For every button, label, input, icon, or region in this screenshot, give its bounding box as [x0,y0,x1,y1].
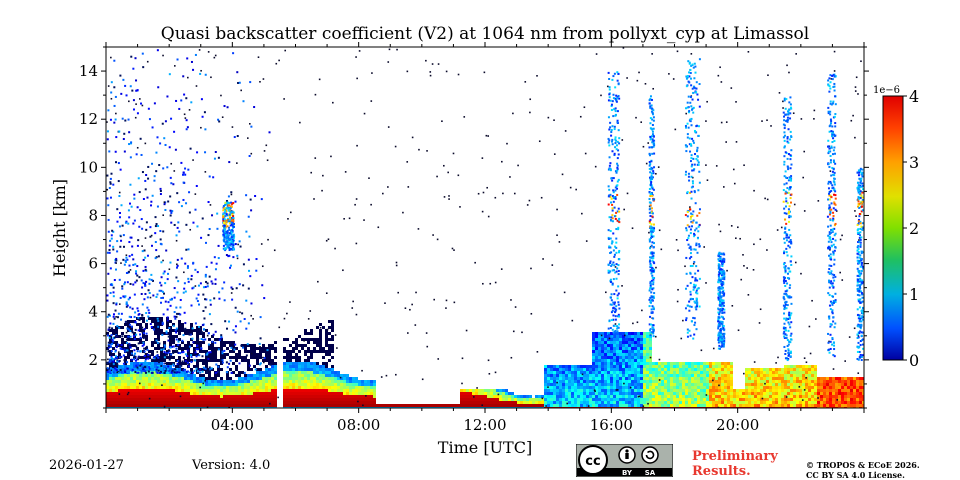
x-axis: 04:00 08:00 12:00 16:00 20:00 [105,42,865,434]
colorbar-gradient [882,95,904,361]
footer-version: Version: 4.0 [192,458,271,473]
y-axis: 2 4 6 8 10 12 14 [79,46,869,409]
chart-title: Quasi backscatter coefficient (V2) at 10… [160,24,810,44]
heatmap-area [106,47,864,408]
share-alike-icon [641,446,659,464]
y-tick-label: 8 [88,206,98,224]
y-tick-label: 6 [88,255,98,273]
x-tick-label: 12:00 [463,416,506,434]
preliminary-results-note: Preliminary Results. [692,449,778,479]
footer-date: 2026-01-27 [49,458,124,473]
y-tick-label: 10 [79,158,98,176]
y-tick-label: 2 [88,351,98,369]
y-axis-label: Height [km] [50,179,69,277]
colorbar-tick-label: 3 [909,153,919,172]
colorbar-tick-label: 2 [909,219,919,238]
copyright-line1: © TROPOS & ECoE 2026. [806,460,920,470]
y-tick-label: 14 [79,62,98,80]
colorbar-scale-label: 1e−6 [873,85,900,96]
x-tick-label: 16:00 [590,416,633,434]
preliminary-line1: Preliminary [692,449,778,464]
colorbar: 1e−6 [873,85,904,361]
cc-icon [578,445,608,475]
x-tick-label: 04:00 [211,416,254,434]
y-tick-label: 4 [88,303,98,321]
preliminary-line2: Results. [692,464,751,479]
x-tick-label: 20:00 [716,416,759,434]
copyright-note: © TROPOS & ECoE 2026. CC BY SA 4.0 Licen… [806,460,920,480]
copyright-line2: CC BY SA 4.0 License. [806,470,905,480]
x-axis-label: Time [UTC] [438,438,532,457]
colorbar-tick-label: 0 [909,351,919,370]
y-tick-label: 12 [79,110,98,128]
colorbar-ticks: 0 1 2 3 4 [903,87,919,370]
x-tick-label: 08:00 [337,416,380,434]
colorbar-tick-label: 1 [909,285,919,304]
plot-frame [105,46,865,409]
cc-license-badge: cc BY SA [576,444,673,477]
colorbar-tick-label: 4 [909,87,919,106]
